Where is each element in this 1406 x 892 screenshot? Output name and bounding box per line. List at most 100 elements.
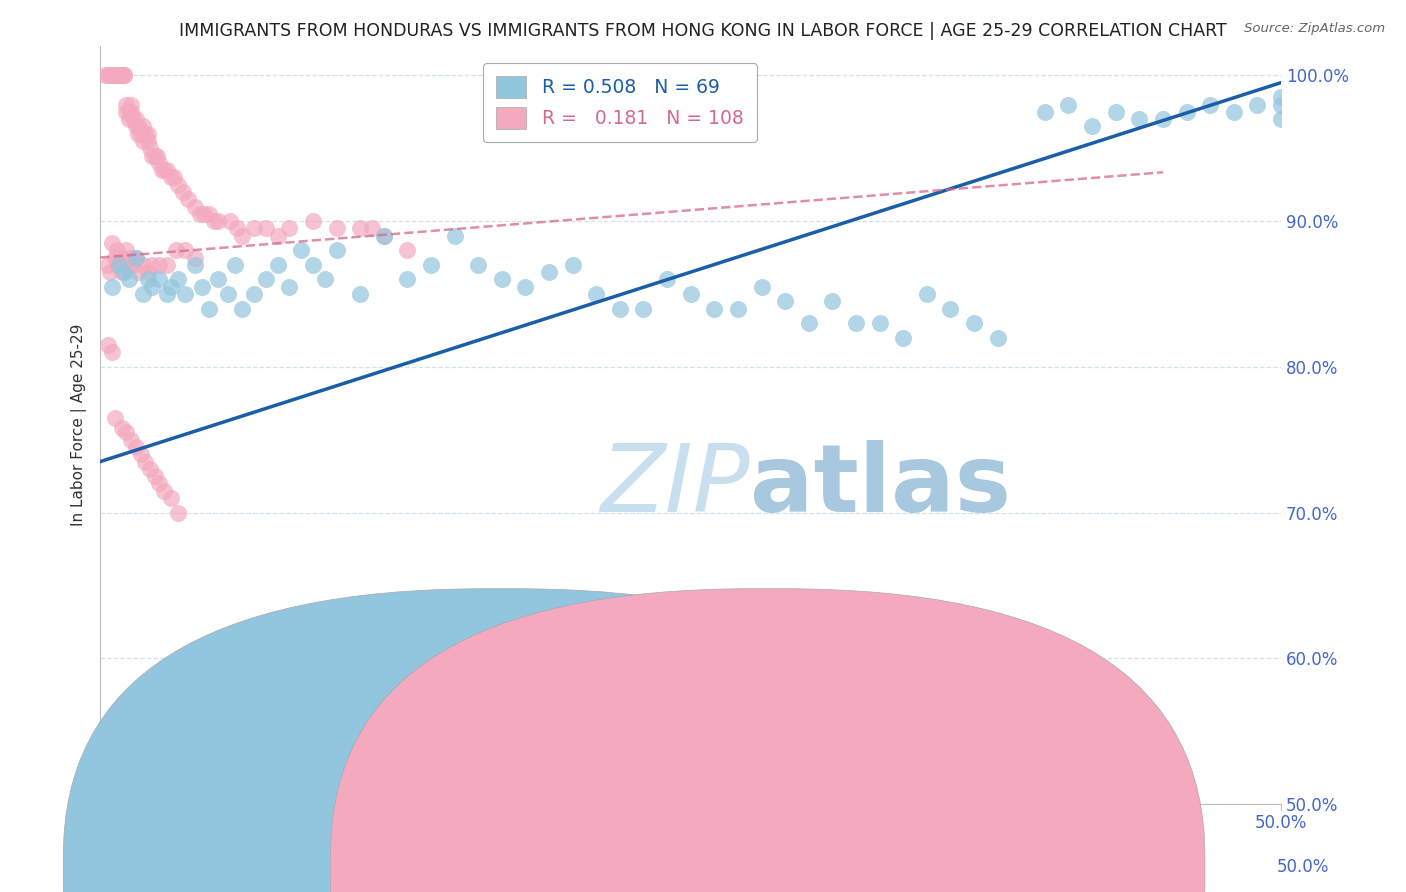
Text: ZIP: ZIP bbox=[600, 441, 749, 532]
Point bbox=[797, 316, 820, 330]
Y-axis label: In Labor Force | Age 25-29: In Labor Force | Age 25-29 bbox=[72, 324, 87, 526]
Point bbox=[987, 331, 1010, 345]
Point bbox=[1270, 112, 1292, 126]
Point bbox=[129, 127, 152, 141]
Point bbox=[609, 301, 631, 316]
Text: Source: ZipAtlas.com: Source: ZipAtlas.com bbox=[1244, 22, 1385, 36]
Point bbox=[132, 120, 155, 134]
Point bbox=[112, 258, 135, 272]
Point bbox=[101, 68, 124, 82]
Point bbox=[120, 251, 142, 265]
Point bbox=[111, 68, 134, 82]
Text: IMMIGRANTS FROM HONDURAS VS IMMIGRANTS FROM HONG KONG IN LABOR FORCE | AGE 25-29: IMMIGRANTS FROM HONDURAS VS IMMIGRANTS F… bbox=[179, 22, 1227, 40]
Point bbox=[515, 279, 537, 293]
Point bbox=[585, 287, 607, 301]
Point bbox=[167, 178, 190, 192]
Point bbox=[111, 265, 134, 279]
Point bbox=[963, 316, 986, 330]
Point bbox=[727, 301, 749, 316]
Point bbox=[104, 68, 127, 82]
Point bbox=[561, 258, 583, 272]
Point bbox=[101, 235, 124, 250]
Point bbox=[111, 68, 134, 82]
Point bbox=[112, 68, 135, 82]
Point bbox=[162, 170, 184, 185]
Point bbox=[373, 228, 395, 243]
Point bbox=[132, 134, 155, 148]
Point bbox=[167, 506, 190, 520]
Point bbox=[155, 163, 177, 178]
Point bbox=[751, 279, 773, 293]
Point bbox=[115, 104, 138, 119]
Point bbox=[112, 265, 135, 279]
Point bbox=[136, 265, 159, 279]
Point bbox=[105, 258, 128, 272]
Point bbox=[108, 251, 131, 265]
Point bbox=[174, 244, 197, 258]
Point bbox=[139, 141, 162, 155]
Point bbox=[290, 244, 312, 258]
Point bbox=[226, 221, 249, 235]
Point bbox=[184, 200, 207, 214]
Point bbox=[1033, 104, 1056, 119]
Point bbox=[148, 476, 170, 491]
Point bbox=[361, 221, 384, 235]
Point bbox=[118, 112, 141, 126]
Point bbox=[198, 301, 221, 316]
Point bbox=[96, 258, 118, 272]
Point bbox=[96, 338, 118, 352]
Text: 50.0%: 50.0% bbox=[1277, 858, 1329, 876]
Point bbox=[939, 301, 962, 316]
Point bbox=[537, 265, 560, 279]
Point bbox=[891, 331, 914, 345]
Point bbox=[146, 148, 169, 162]
Point bbox=[191, 279, 214, 293]
Point bbox=[1246, 97, 1268, 112]
Point bbox=[266, 258, 288, 272]
Point bbox=[217, 287, 239, 301]
Point bbox=[155, 258, 177, 272]
Point bbox=[132, 258, 155, 272]
Point bbox=[184, 258, 207, 272]
Point bbox=[193, 207, 215, 221]
Point bbox=[148, 156, 170, 170]
Point bbox=[207, 214, 229, 228]
Point bbox=[118, 258, 141, 272]
Point bbox=[148, 272, 170, 286]
Point bbox=[153, 483, 176, 498]
Point bbox=[136, 127, 159, 141]
Text: Immigrants from Honduras: Immigrants from Honduras bbox=[520, 861, 745, 879]
Point bbox=[266, 228, 288, 243]
Point bbox=[141, 279, 163, 293]
Point bbox=[104, 410, 127, 425]
Point bbox=[198, 207, 221, 221]
Point bbox=[231, 301, 253, 316]
Point bbox=[125, 251, 148, 265]
Text: atlas: atlas bbox=[749, 440, 1011, 532]
Point bbox=[127, 265, 149, 279]
Point bbox=[467, 258, 489, 272]
Point bbox=[349, 287, 371, 301]
Point bbox=[1270, 90, 1292, 104]
Point bbox=[184, 251, 207, 265]
Point bbox=[177, 192, 200, 206]
Point bbox=[491, 272, 513, 286]
Point bbox=[254, 221, 277, 235]
Point bbox=[104, 251, 127, 265]
Point bbox=[155, 287, 177, 301]
Point bbox=[112, 68, 135, 82]
Point bbox=[134, 127, 156, 141]
Point bbox=[129, 447, 152, 461]
Point bbox=[108, 68, 131, 82]
Point bbox=[1105, 104, 1128, 119]
Point bbox=[139, 462, 162, 476]
Point bbox=[915, 287, 938, 301]
Point bbox=[207, 272, 229, 286]
Point bbox=[127, 120, 149, 134]
Point bbox=[633, 301, 655, 316]
Point bbox=[224, 258, 246, 272]
Point bbox=[136, 272, 159, 286]
Point bbox=[655, 272, 678, 286]
Point bbox=[349, 221, 371, 235]
Point bbox=[125, 251, 148, 265]
